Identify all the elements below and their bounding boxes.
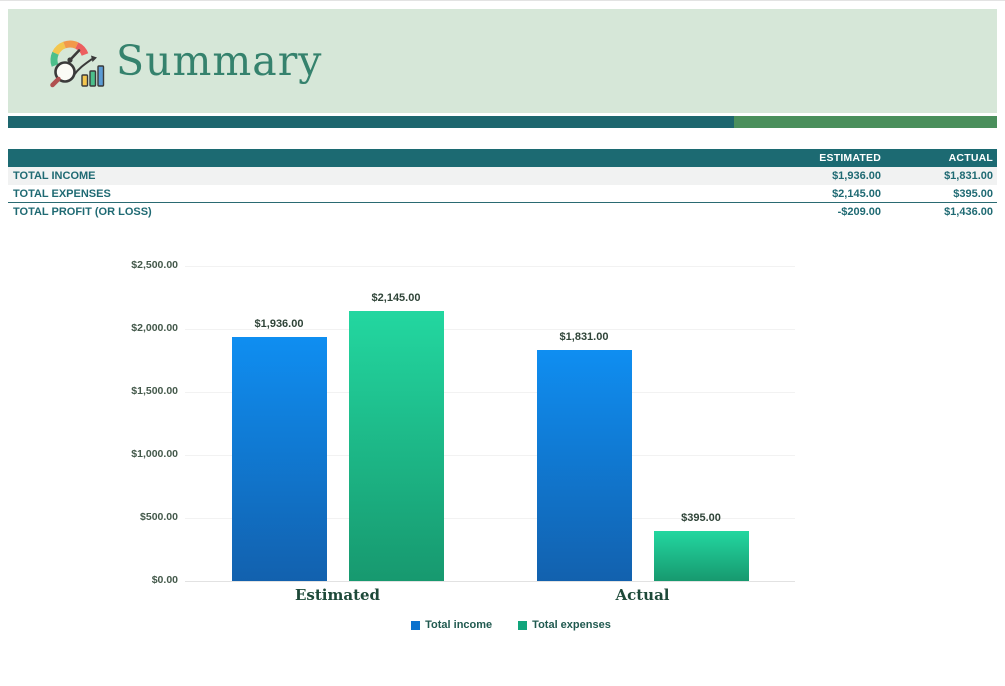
row-label: TOTAL PROFIT (OR LOSS) — [13, 206, 152, 218]
row-label: TOTAL EXPENSES — [13, 187, 111, 200]
performance-gauge-icon — [50, 40, 105, 88]
page-title: Summary — [116, 37, 323, 85]
divider-bar — [8, 116, 997, 128]
y-axis-tick-label: $0.00 — [151, 574, 178, 586]
y-axis-tick-label: $2,500.00 — [131, 259, 178, 271]
y-axis-tick-label: $500.00 — [140, 511, 178, 523]
divider-green-segment — [733, 116, 997, 128]
table-row: TOTAL PROFIT (OR LOSS) -$209.00 $1,436.00 — [8, 203, 997, 221]
table-row: TOTAL EXPENSES $2,145.00 $395.00 — [8, 185, 997, 203]
row-estimated-value: $1,936.00 — [832, 170, 881, 182]
gridline — [185, 581, 795, 582]
gridline — [185, 455, 795, 456]
row-actual-value: $1,831.00 — [944, 170, 993, 182]
bar-total-expenses-estimated — [348, 310, 444, 581]
y-axis-tick-label: $1,000.00 — [131, 448, 178, 460]
row-label: TOTAL INCOME — [13, 170, 96, 182]
column-header-estimated: ESTIMATED — [819, 152, 881, 164]
gridline — [185, 266, 795, 267]
row-actual-value: $395.00 — [953, 187, 993, 200]
summary-table: ESTIMATED ACTUAL TOTAL INCOME $1,936.00 $1… — [8, 149, 997, 221]
gridline — [185, 392, 795, 393]
legend-item-total-income: Total income — [411, 619, 492, 631]
legend-label: Total expenses — [532, 619, 611, 631]
legend-label: Total income — [425, 619, 493, 631]
bar-total-expenses-actual — [653, 531, 749, 581]
row-estimated-value: $2,145.00 — [832, 187, 881, 200]
y-axis-tick-label: $1,500.00 — [131, 385, 178, 397]
bar-data-label: $1,936.00 — [254, 318, 304, 331]
gridline — [185, 518, 795, 519]
bar-total-income-estimated — [231, 337, 327, 581]
legend-item-total-expenses: Total expenses — [518, 619, 611, 631]
row-actual-value: $1,436.00 — [944, 206, 993, 218]
row-estimated-value: -$209.00 — [837, 206, 881, 218]
bar-data-label: $395.00 — [681, 512, 721, 525]
page-header: Summary — [8, 9, 997, 113]
legend-swatch-icon — [411, 620, 421, 630]
category-label-actual: Actual — [615, 586, 670, 604]
legend-swatch-icon — [518, 620, 528, 630]
column-header-actual: ACTUAL — [948, 152, 993, 164]
bar-data-label: $2,145.00 — [371, 291, 421, 304]
chart-legend: Total income Total expenses — [185, 616, 795, 634]
category-label-estimated: Estimated — [294, 586, 381, 604]
bar-data-label: $1,831.00 — [559, 331, 609, 344]
table-row: TOTAL INCOME $1,936.00 $1,831.00 — [8, 167, 997, 185]
table-header-row: ESTIMATED ACTUAL — [8, 149, 997, 167]
gridline — [185, 329, 795, 330]
summary-table-body: TOTAL INCOME $1,936.00 $1,831.00 TOTAL EXPE… — [8, 167, 997, 221]
divider-teal-segment — [8, 116, 734, 128]
bar-total-income-actual — [536, 350, 632, 581]
y-axis-tick-label: $2,000.00 — [131, 322, 178, 334]
